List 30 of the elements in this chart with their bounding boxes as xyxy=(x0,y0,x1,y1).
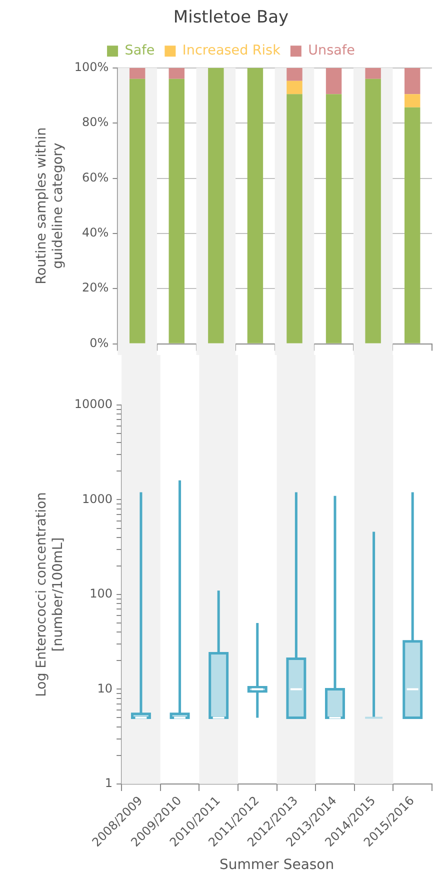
bar xyxy=(404,107,420,344)
y-axis-title: Routine samples within guideline category xyxy=(34,127,66,284)
y-tick-label: 100% xyxy=(74,60,109,74)
y-tick-label: 1000 xyxy=(82,492,113,506)
y-tick-label: 60% xyxy=(82,170,109,184)
legend-label: Increased Risk xyxy=(182,42,281,59)
bar xyxy=(168,68,184,79)
legend-label: Safe xyxy=(124,42,155,59)
y-tick-label: 100 xyxy=(90,586,113,601)
y-tick-label: 10000 xyxy=(74,397,113,412)
y-axis-title: Log Enterococci concentration [number/100mL] xyxy=(34,492,66,697)
y-tick-label: 80% xyxy=(82,115,109,130)
bar xyxy=(404,68,420,94)
bar xyxy=(286,80,302,94)
legend-label: Unsafe xyxy=(308,42,355,59)
bar xyxy=(326,94,342,344)
y-tick-label: 40% xyxy=(82,226,109,240)
y-tick-label: 1 xyxy=(104,776,113,790)
bar xyxy=(247,68,264,344)
bar xyxy=(365,68,381,79)
bar xyxy=(168,78,184,344)
y-tick-label: 20% xyxy=(82,280,109,295)
bar xyxy=(129,68,146,79)
x-axis-title: Summer Season xyxy=(219,857,334,874)
chart-title: Mistletoe Bay xyxy=(173,8,289,28)
y-tick-label: 10 xyxy=(97,681,113,696)
bar xyxy=(326,68,342,94)
y-tick-label: 0% xyxy=(90,336,109,350)
bar xyxy=(404,94,420,108)
bar xyxy=(286,68,302,81)
